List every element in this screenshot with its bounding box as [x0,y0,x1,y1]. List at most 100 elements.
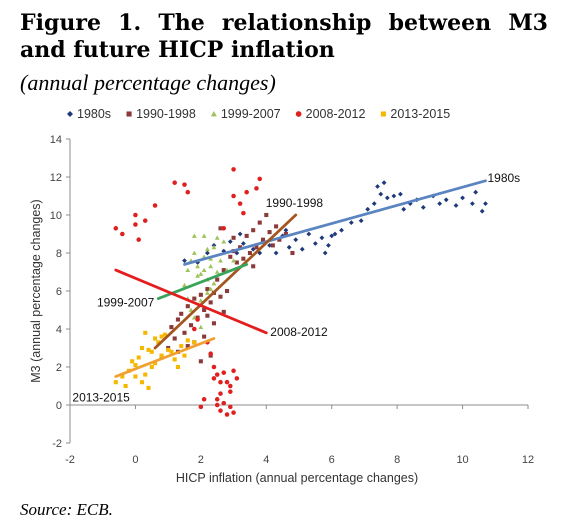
data-point [237,201,243,206]
data-point [120,231,125,237]
data-point [267,243,272,248]
data-point [215,277,220,282]
data-point [195,273,200,278]
data-point [211,364,217,370]
data-point [133,222,138,227]
data-point [221,248,227,254]
chart-axes: -2 0 2 4 6 8 10 12 14 -2 0 2 4 6 8 10 12 [50,134,534,466]
data-point [420,205,426,210]
data-point [247,250,252,256]
data-point [205,290,210,295]
data-point [191,315,197,320]
data-point [218,408,223,413]
chart-legend: 1980s 1990-1998 1999-2007 2008-2012 2013-201… [67,107,450,121]
legend-item-2013-2015: 2013-2015 [390,107,450,121]
legend-item-1990-1998: 1990-1998 [136,107,196,121]
data-point [228,254,233,259]
data-point [205,250,210,256]
data-point [179,311,184,316]
data-point [228,389,233,394]
data-point [208,300,213,305]
data-point [175,317,180,322]
data-point [214,269,220,274]
y-tick-label: 10 [50,210,62,222]
x-tick-label: 10 [456,454,468,466]
data-point [208,351,213,356]
data-point [231,167,236,172]
data-point [159,334,164,339]
data-point [371,201,377,206]
trendline-label: 2013-2015 [72,391,130,405]
data-point [130,359,135,364]
x-tick-label: 4 [263,454,269,466]
y-axis-label: M3 (annual percentage changes) [29,199,43,382]
data-point [172,357,177,362]
data-point [172,336,177,341]
data-point [257,220,262,225]
series-1980s [182,180,488,265]
legend-marker [210,111,217,117]
data-point [218,379,223,385]
data-point [182,330,187,335]
data-point [231,193,236,199]
data-point [198,324,204,330]
y-tick-label: 4 [56,324,62,336]
data-point [198,271,204,276]
data-point [185,189,191,195]
data-point [348,220,354,225]
data-point [264,212,269,218]
data-point [146,385,151,390]
trendline-label: 1999-2007 [97,296,155,310]
data-point [182,258,187,263]
data-point [198,298,204,303]
figure-subtitle: (annual percentage changes) [20,70,276,95]
data-point [437,201,443,206]
data-point [221,239,227,244]
data-point [286,244,292,250]
data-point [143,330,148,335]
data-point [189,323,194,328]
data-point [322,250,328,256]
data-point [136,237,141,242]
data-point [257,250,263,256]
data-point [241,210,246,216]
data-point [172,180,177,185]
trendline-1990-1998 [153,213,298,350]
data-point [211,321,216,326]
data-points [113,167,488,417]
data-point [152,203,158,208]
data-point [234,376,240,381]
data-point [473,189,479,195]
data-point [250,246,256,252]
trend-lines: 1980s 1990-1998 1999-2007 2008-2012 2013-201… [72,171,520,405]
data-point [195,260,200,265]
data-point [175,364,180,370]
data-point [483,201,488,206]
data-point [254,245,259,250]
data-point [198,359,203,364]
data-point [192,296,197,301]
data-point [244,233,249,238]
x-tick-label: 12 [522,454,534,466]
y-tick-label: 14 [50,134,62,146]
data-point [113,226,119,231]
data-point [312,241,318,246]
data-point [241,256,246,261]
data-point [221,400,227,406]
data-point [185,344,190,349]
data-point [358,218,364,224]
data-point [238,245,243,250]
data-point [218,391,223,396]
data-point [182,182,187,187]
data-point [306,231,312,237]
data-point [123,383,128,389]
data-point [195,317,200,322]
y-tick-label: 8 [56,248,62,260]
data-point [479,208,485,214]
data-point [202,334,207,339]
data-point [453,203,459,208]
data-point [319,235,325,241]
data-point [257,176,263,182]
data-point [195,263,200,269]
data-point [231,258,236,263]
